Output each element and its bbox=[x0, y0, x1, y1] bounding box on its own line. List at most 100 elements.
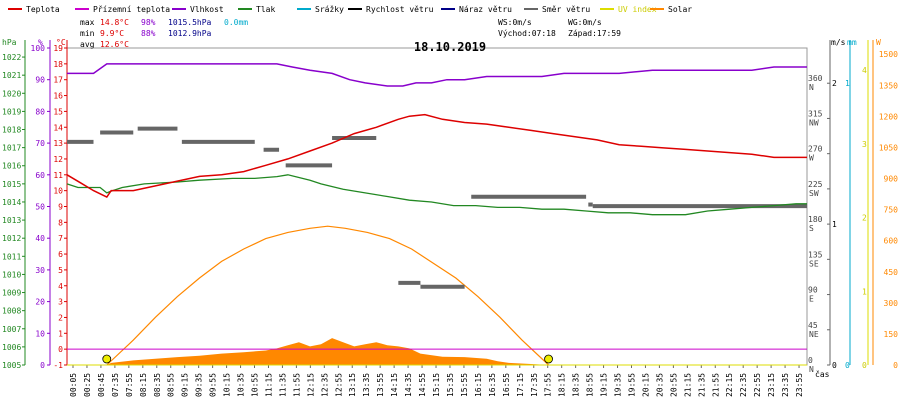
x-tick-label: 13:55 bbox=[376, 373, 385, 397]
legend-label: UV index bbox=[618, 5, 657, 14]
rain-unit: mm bbox=[847, 38, 857, 47]
x-tick-label: 12:15 bbox=[306, 373, 315, 397]
x-tick-label: 18:55 bbox=[586, 373, 595, 397]
wind-speed-tick-label: 2 bbox=[832, 79, 837, 88]
humidity-tick-label: 0 bbox=[40, 361, 45, 370]
stat-value: 88% bbox=[141, 29, 156, 38]
pressure-tick-label: 1018 bbox=[2, 126, 21, 135]
x-tick-label: 08:55 bbox=[167, 373, 176, 397]
x-tick-label: 14:55 bbox=[418, 373, 427, 397]
x-tick-label: 20:35 bbox=[655, 373, 664, 397]
pressure-tick-label: 1008 bbox=[2, 307, 21, 316]
x-tick-label: 20:15 bbox=[641, 373, 650, 397]
humidity-tick-label: 10 bbox=[35, 329, 45, 338]
sunrise-marker bbox=[102, 354, 112, 364]
x-tick-label: 10:35 bbox=[237, 373, 246, 397]
x-tick-label: 13:15 bbox=[348, 373, 357, 397]
pressure-tick-label: 1019 bbox=[2, 107, 21, 116]
x-axis-label: čas bbox=[815, 369, 830, 379]
wind-dir-compass-label: S bbox=[809, 224, 814, 233]
temperature-tick-label: 8 bbox=[58, 218, 63, 227]
sunset-info: Západ:17:59 bbox=[568, 29, 621, 38]
humidity-tick-label: 90 bbox=[35, 76, 45, 85]
pressure-tick-label: 1020 bbox=[2, 89, 21, 98]
x-tick-label: 09:35 bbox=[195, 373, 204, 397]
pressure-tick-label: 1021 bbox=[2, 71, 21, 80]
wind-dir-deg-label: 180 bbox=[808, 215, 823, 224]
wind-speed-tick-label: 1 bbox=[832, 220, 837, 229]
legend-label: Srážky bbox=[315, 5, 344, 14]
pressure-tick-label: 1014 bbox=[2, 198, 21, 207]
wind-dir-deg-label: 315 bbox=[808, 109, 823, 118]
solar-tick-label: 300 bbox=[884, 299, 899, 308]
temperature-tick-label: 2 bbox=[58, 313, 63, 322]
pressure-tick-label: 1022 bbox=[2, 53, 21, 62]
x-tick-label: 16:55 bbox=[502, 373, 511, 397]
temperature-tick-label: 16 bbox=[53, 92, 63, 101]
temperature-tick-label: 13 bbox=[53, 139, 63, 148]
solar-tick-label: 1200 bbox=[879, 112, 898, 121]
solar-theoretical-line bbox=[106, 225, 550, 366]
rain-tick-label: 0 bbox=[845, 361, 850, 370]
x-tick-label: 19:15 bbox=[600, 373, 609, 397]
temperature-tick-label: 1 bbox=[58, 329, 63, 338]
temperature-tick-label: 15 bbox=[53, 107, 63, 116]
x-tick-label: 10:15 bbox=[223, 373, 232, 397]
temperature-unit: °C bbox=[56, 38, 66, 47]
temperature-tick-label: 10 bbox=[53, 187, 63, 196]
temperature-tick-label: 7 bbox=[58, 234, 63, 243]
x-tick-label: 10:55 bbox=[251, 373, 260, 397]
x-tick-label: 19:55 bbox=[627, 373, 636, 397]
sunrise-info: Východ:07:18 bbox=[498, 29, 556, 38]
x-tick-label: 21:35 bbox=[697, 373, 706, 397]
humidity-tick-label: 50 bbox=[35, 203, 45, 212]
wind-speed-tick-label: 0 bbox=[832, 361, 837, 370]
solar-tick-label: 600 bbox=[884, 237, 899, 246]
wind-dir-compass-label: N bbox=[809, 365, 814, 374]
x-tick-label: 23:15 bbox=[767, 373, 776, 397]
pressure-tick-label: 1011 bbox=[2, 252, 21, 261]
legend-label: Vlhkost bbox=[190, 5, 224, 14]
temperature-tick-label: -1 bbox=[53, 361, 63, 370]
x-tick-label: 14:35 bbox=[404, 373, 413, 397]
wind-dir-compass-label: W bbox=[809, 154, 814, 163]
humidity-line bbox=[67, 63, 807, 87]
solar-tick-label: 0 bbox=[893, 361, 898, 370]
x-tick-label: 15:35 bbox=[446, 373, 455, 397]
legend-label: Směr větru bbox=[542, 5, 590, 14]
x-tick-label: 13:35 bbox=[362, 373, 371, 397]
stat-label: min bbox=[80, 29, 95, 38]
stat-value: 1015.5hPa bbox=[168, 18, 212, 27]
wind-dir-deg-label: 45 bbox=[808, 321, 818, 330]
wind-speed-unit: m/s bbox=[831, 38, 846, 47]
x-tick-label: 15:15 bbox=[432, 373, 441, 397]
x-tick-label: 11:55 bbox=[292, 373, 301, 397]
solar-tick-label: 900 bbox=[884, 175, 899, 184]
wind-dir-deg-label: 360 bbox=[808, 74, 823, 83]
pressure-line bbox=[66, 174, 807, 216]
wind-dir-compass-label: SE bbox=[809, 259, 819, 268]
rain-tick-label: 1 bbox=[845, 79, 850, 88]
x-tick-label: 07:35 bbox=[111, 373, 120, 397]
temperature-line bbox=[66, 113, 807, 198]
legend-label: Teplota bbox=[26, 5, 60, 14]
stat-value: 9.9°C bbox=[100, 29, 124, 38]
solar-unit: W bbox=[876, 38, 881, 47]
x-tick-label: 21:15 bbox=[683, 373, 692, 397]
x-tick-label: 20:55 bbox=[669, 373, 678, 397]
legend-label: Rychlost větru bbox=[366, 5, 434, 14]
x-tick-label: 16:15 bbox=[474, 373, 483, 397]
pressure-tick-label: 1016 bbox=[2, 162, 21, 171]
wind-speed-info: WS:0m/s bbox=[498, 18, 532, 27]
stat-value: 14.8°C bbox=[100, 18, 129, 27]
pressure-tick-label: 1006 bbox=[2, 343, 21, 352]
x-tick-label: 12:35 bbox=[320, 373, 329, 397]
uv-tick-label: 4 bbox=[862, 66, 867, 75]
humidity-tick-label: 60 bbox=[35, 171, 45, 180]
stat-label: avg bbox=[80, 40, 95, 49]
humidity-unit: % bbox=[38, 38, 43, 47]
pressure-tick-label: 1015 bbox=[2, 180, 21, 189]
x-tick-label: 21:55 bbox=[711, 373, 720, 397]
